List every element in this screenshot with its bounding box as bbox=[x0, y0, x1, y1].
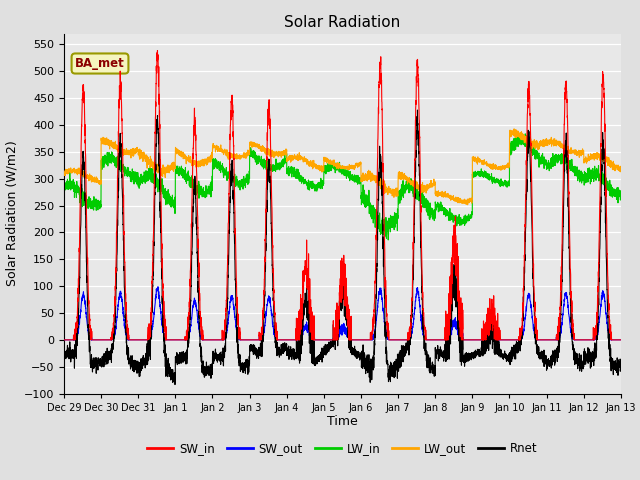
X-axis label: Time: Time bbox=[327, 415, 358, 429]
Title: Solar Radiation: Solar Radiation bbox=[284, 15, 401, 30]
Legend: SW_in, SW_out, LW_in, LW_out, Rnet: SW_in, SW_out, LW_in, LW_out, Rnet bbox=[143, 437, 542, 460]
Y-axis label: Solar Radiation (W/m2): Solar Radiation (W/m2) bbox=[5, 141, 19, 287]
Text: BA_met: BA_met bbox=[75, 57, 125, 70]
